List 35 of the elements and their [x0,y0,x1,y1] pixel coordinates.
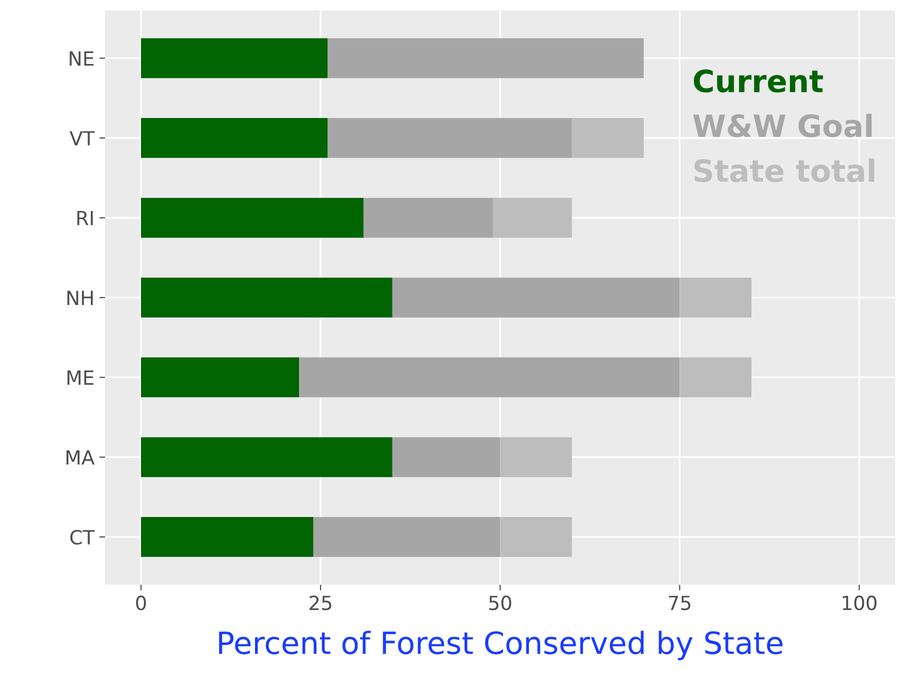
y-tick-label: MA [66,450,95,465]
bar [680,278,752,318]
bar [313,516,500,557]
bar [328,118,572,158]
bar [141,38,328,78]
bar [141,516,314,557]
x-tick-label: 50 [489,596,512,610]
bar [500,516,572,557]
series-label: W&W Goal [693,114,872,138]
x-axis-title: Percent of Forest Conserved by State [219,630,782,660]
bar [141,357,300,398]
bar [328,38,644,78]
y-tick-label: CT [70,530,95,545]
bar [141,278,392,318]
y-tick-label: ME [68,370,94,385]
x-tick-label: 0 [136,596,146,610]
bar [141,198,364,238]
bar [392,437,500,478]
bar [392,278,680,318]
x-tick-label: 100 [842,596,876,610]
y-tick-label: NE [70,51,94,66]
y-tick-label: NH [67,290,93,305]
bar [572,118,644,158]
bar [492,198,572,238]
y-tick-label: RI [77,210,93,226]
x-tick-label: 75 [668,596,690,610]
bar [141,118,328,158]
y-tick-label: VT [70,131,95,146]
bar [680,357,752,398]
bar [299,357,680,398]
bar [364,198,493,238]
bar [141,437,392,478]
x-tick-label: 25 [310,596,332,610]
bar [500,437,572,478]
text: Current [694,69,823,93]
